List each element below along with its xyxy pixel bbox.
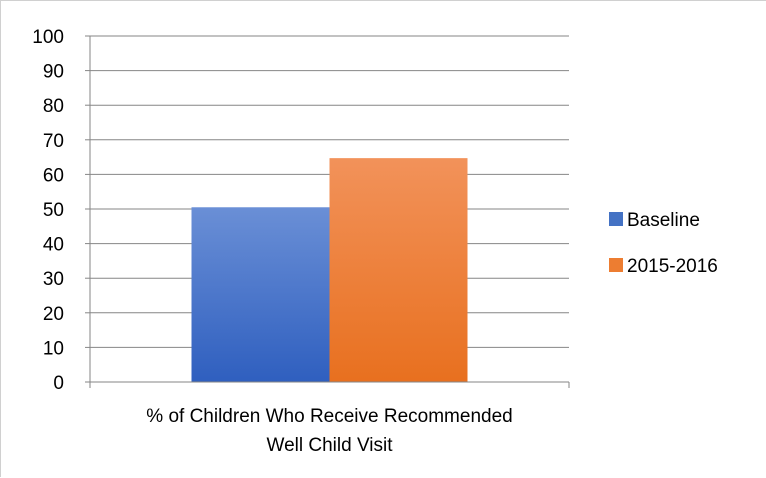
y-tick-label: 10 xyxy=(43,338,64,359)
bars xyxy=(191,158,468,382)
bar-2015-2016 xyxy=(329,158,468,382)
legend-label: Baseline xyxy=(627,210,700,231)
legend-swatch xyxy=(609,258,623,272)
y-tick-label: 60 xyxy=(43,165,64,186)
category-label: % of Children Who Receive Recommended Wel… xyxy=(146,406,512,456)
y-axis-tick-labels: 0 10 20 30 40 50 60 70 80 90 100 xyxy=(32,27,90,394)
category-label-line: Well Child Visit xyxy=(266,435,393,456)
y-tick-label: 50 xyxy=(43,200,64,221)
y-tick-label: 0 xyxy=(53,373,64,394)
y-tick-label: 90 xyxy=(43,62,64,83)
legend: Baseline 2015-2016 xyxy=(609,210,718,277)
y-tick-label: 100 xyxy=(32,27,64,48)
x-axis-tick-marks xyxy=(89,382,570,388)
y-tick-label: 40 xyxy=(43,235,64,256)
category-label-line: % of Children Who Receive Recommended xyxy=(146,406,512,427)
y-tick-label: 20 xyxy=(43,304,64,325)
y-tick-label: 80 xyxy=(43,96,64,117)
y-tick-label: 30 xyxy=(43,269,64,290)
bar-baseline xyxy=(191,207,330,382)
y-tick-label: 70 xyxy=(43,131,64,152)
legend-label: 2015-2016 xyxy=(627,256,718,277)
legend-swatch xyxy=(609,212,623,226)
